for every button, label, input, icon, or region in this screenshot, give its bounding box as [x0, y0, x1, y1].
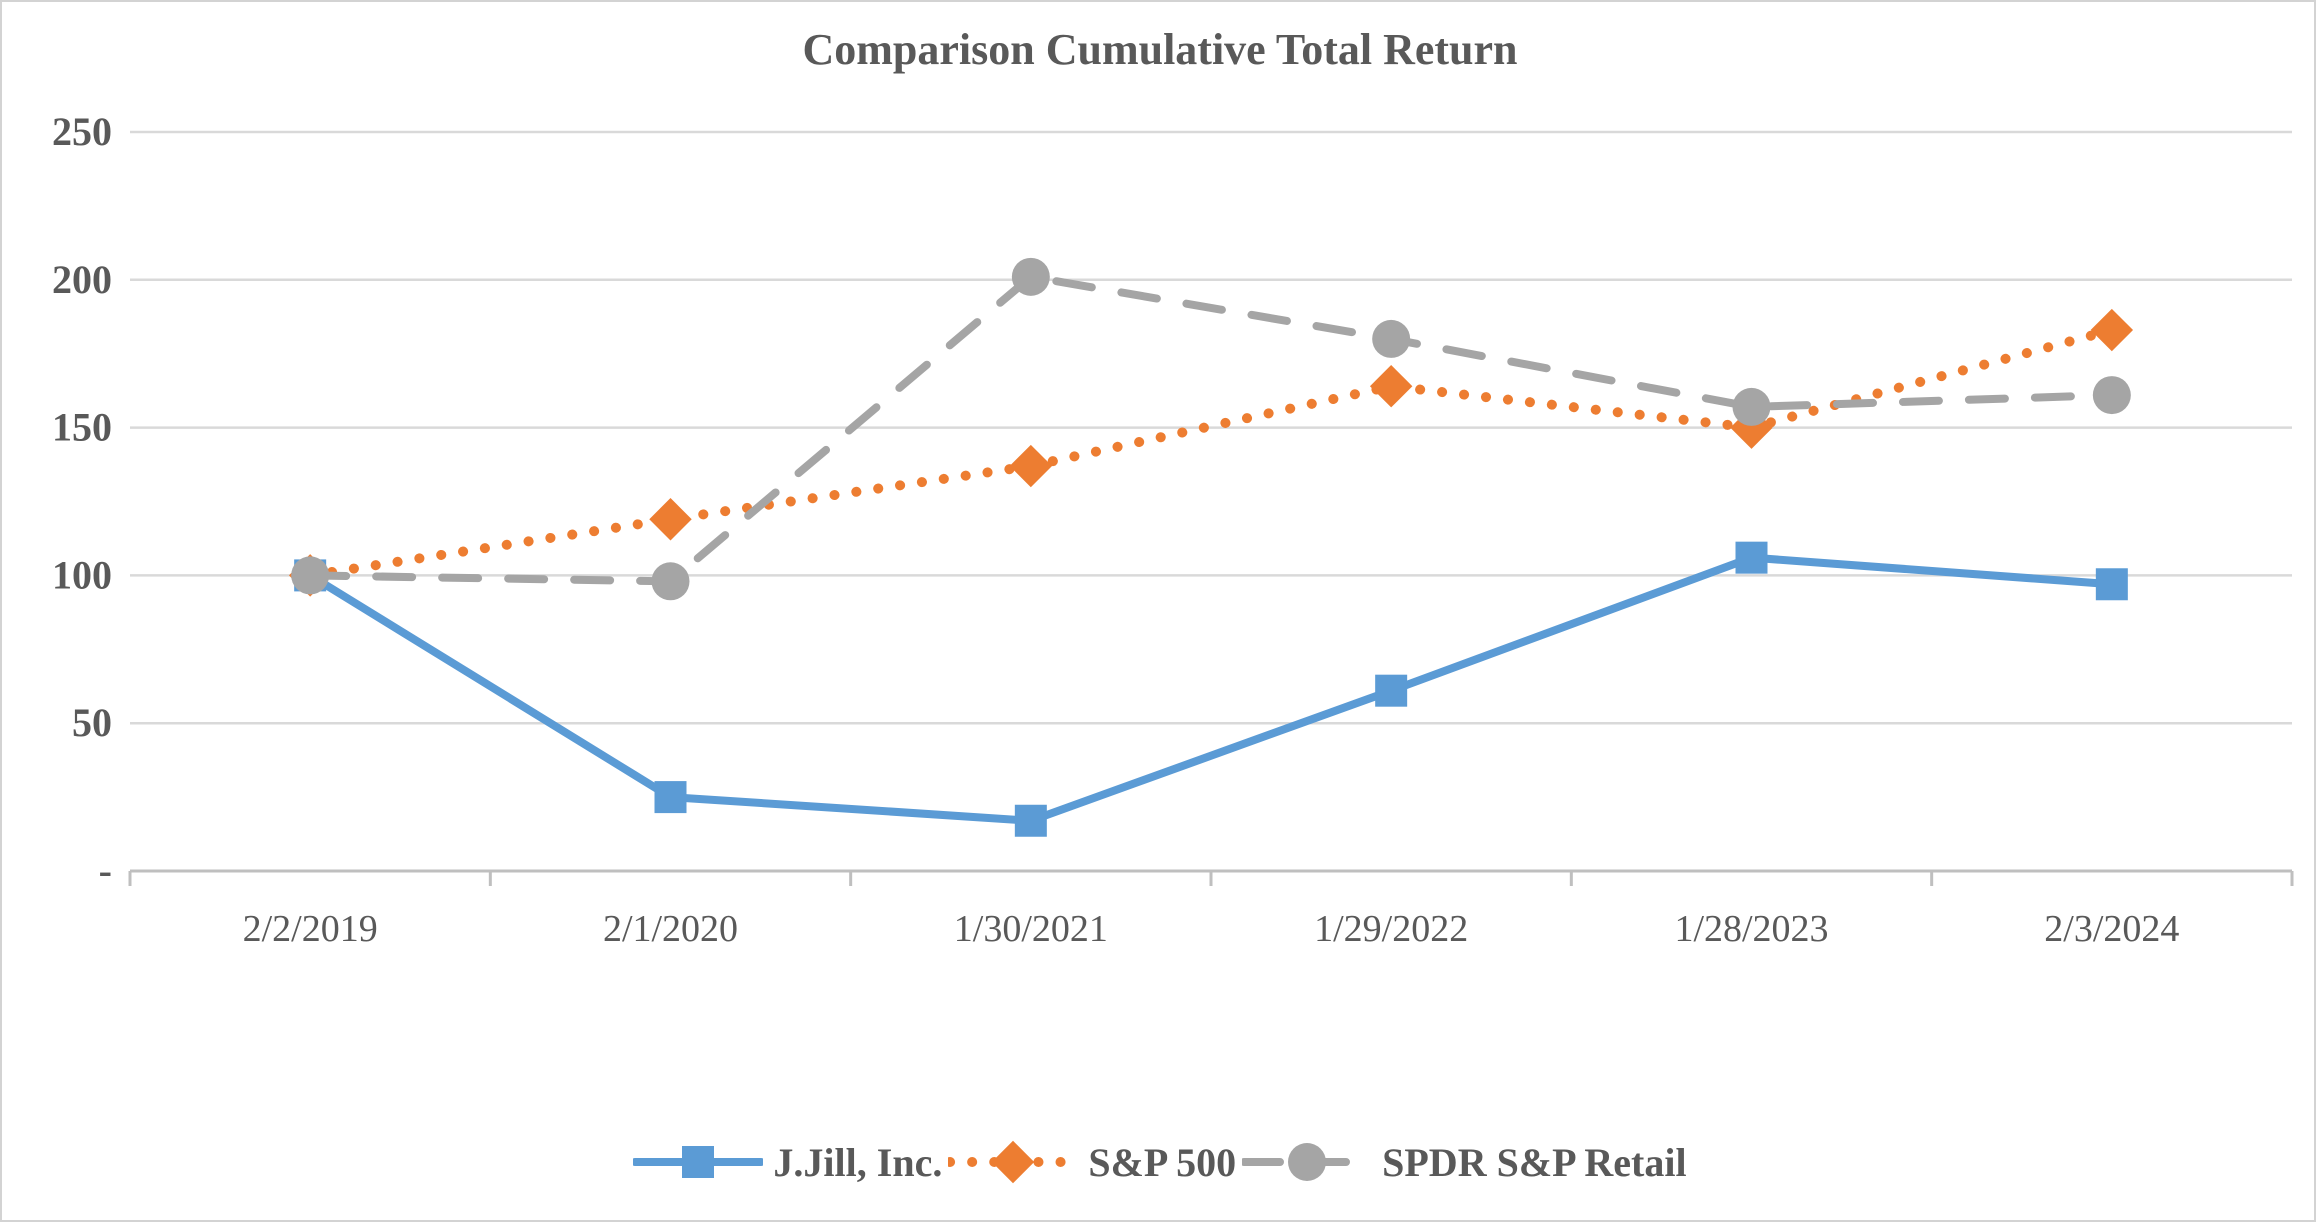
- legend-label: SPDR S&P Retail: [1382, 1139, 1687, 1185]
- diamond-legend-marker-icon: [948, 1140, 1079, 1184]
- x-axis-tick-label: 2/2/2019: [243, 908, 378, 950]
- data-point-marker: [1735, 541, 1768, 574]
- legend-item-s-p-500: S&P 500: [948, 1134, 1236, 1190]
- data-point-marker: [1372, 319, 1411, 358]
- y-axis-tick-label: 50: [72, 700, 112, 745]
- data-point-marker: [1009, 444, 1053, 488]
- y-axis-tick-label: 200: [52, 257, 112, 302]
- data-point-marker: [654, 781, 687, 814]
- data-point-marker: [682, 1146, 715, 1178]
- data-point-marker: [1369, 365, 1413, 408]
- x-axis-tick-label: 1/29/2022: [1314, 908, 1468, 950]
- series-j-jill-inc: [294, 541, 2128, 837]
- series-spdr-s-p-retail: [291, 257, 2131, 601]
- square-legend-marker-icon: [633, 1146, 764, 1178]
- data-point-marker: [291, 556, 330, 595]
- data-point-marker: [992, 1140, 1035, 1184]
- chart-title: Comparison Cumulative Total Return: [802, 25, 1518, 74]
- circle-legend-marker-icon: [1242, 1143, 1373, 1181]
- series-line: [306, 553, 2116, 825]
- legend-label: J.Jill, Inc.: [773, 1139, 943, 1185]
- data-point-marker: [1288, 1143, 1327, 1181]
- x-axis-tick-label: 1/30/2021: [954, 908, 1108, 950]
- chart-legend: J.Jill, Inc. S&P 500 SPDR S&P Retail: [2, 1134, 2314, 1190]
- series-line: [306, 272, 2116, 586]
- y-axis-tick-label: -: [99, 848, 112, 893]
- x-axis-tick-label: 2/1/2020: [603, 908, 738, 950]
- legend-item-spdr-s-p-retail: SPDR S&P Retail: [1242, 1134, 1687, 1190]
- x-axis-tick-label: 1/28/2023: [1674, 908, 1828, 950]
- y-axis-tick-label: 150: [52, 405, 112, 450]
- data-point-marker: [2092, 376, 2131, 415]
- series-s-p-500: [288, 308, 2134, 597]
- series-line: [305, 325, 2117, 581]
- data-point-marker: [649, 498, 692, 541]
- legend-item-j-jill-inc: J.Jill, Inc.: [633, 1134, 942, 1190]
- data-point-marker: [2095, 568, 2128, 601]
- x-axis-tick-label: 2/3/2024: [2044, 908, 2179, 950]
- data-point-marker: [651, 562, 690, 601]
- data-point-marker: [1375, 674, 1408, 707]
- data-point-marker: [1732, 387, 1771, 426]
- y-axis-tick-label: 250: [52, 109, 112, 154]
- data-point-marker: [2090, 308, 2134, 352]
- legend-label: S&P 500: [1088, 1139, 1237, 1185]
- y-axis-tick-label: 100: [52, 552, 112, 597]
- data-point-marker: [1014, 804, 1047, 837]
- data-point-marker: [1011, 257, 1050, 296]
